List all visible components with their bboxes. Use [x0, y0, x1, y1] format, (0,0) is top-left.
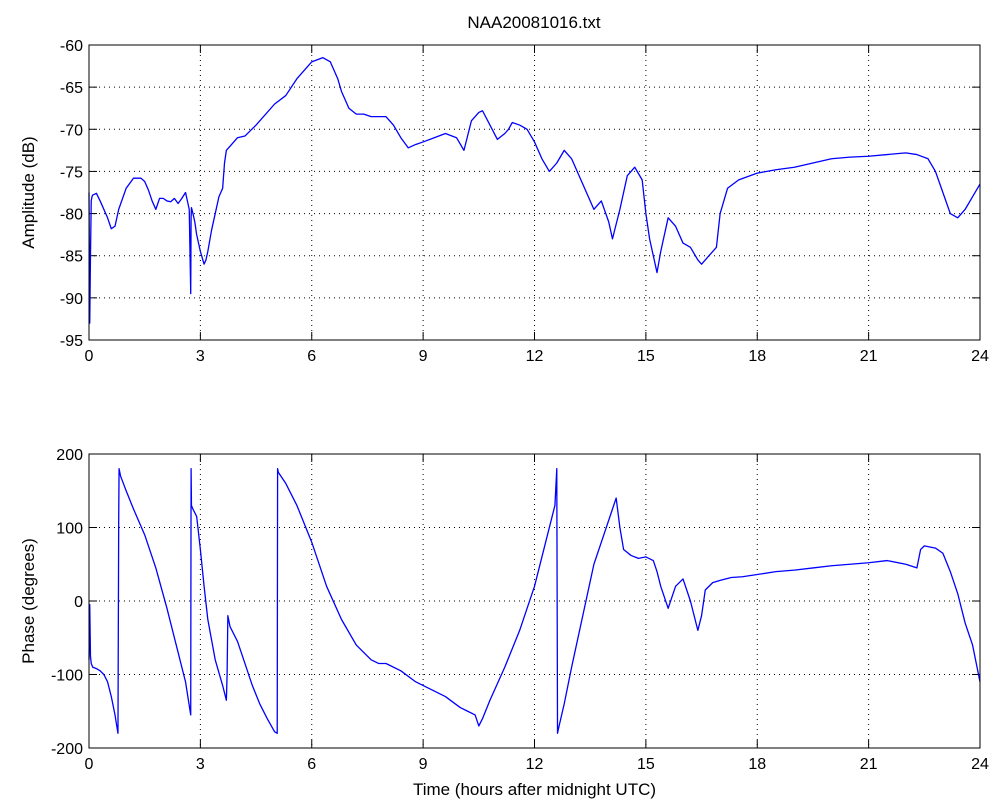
- phase-x-tick-label: 21: [860, 756, 878, 773]
- phase-x-axis-label: Time (hours after midnight UTC): [413, 780, 656, 799]
- amplitude-axes-frame: [88, 44, 981, 341]
- amplitude-y-axis-label: Amplitude (dB): [19, 136, 38, 248]
- amplitude-series-line: [88, 56, 981, 324]
- amplitude-x-tick-label: 9: [419, 348, 428, 365]
- amplitude-y-tick-label: -85: [60, 249, 83, 266]
- phase-x-tick-label: 9: [419, 756, 428, 773]
- phase-series-line: [88, 468, 981, 734]
- phase-y-tick-label: 0: [74, 594, 83, 611]
- phase-axes-frame: [88, 453, 981, 749]
- amplitude-y-tick-label: -60: [60, 38, 83, 55]
- phase-y-tick-label: -200: [51, 741, 83, 758]
- amplitude-y-tick-label: -80: [60, 207, 83, 224]
- phase-y-axis-label: Phase (degrees): [19, 538, 38, 664]
- chart-title: NAA20081016.txt: [467, 13, 601, 32]
- phase-x-tick-label: 24: [971, 756, 989, 773]
- amplitude-x-tick-label: 21: [860, 348, 878, 365]
- phase-y-tick-label: -100: [51, 668, 83, 685]
- phase-x-tick-label: 15: [637, 756, 655, 773]
- amplitude-x-tick-label: 3: [196, 348, 205, 365]
- phase-x-tick-label: 3: [196, 756, 205, 773]
- amplitude-x-tick-label: 0: [85, 348, 94, 365]
- phase-x-tick-label: 12: [526, 756, 544, 773]
- phase-x-tick-label: 0: [85, 756, 94, 773]
- amplitude-x-tick-label: 15: [637, 348, 655, 365]
- amplitude-x-tick-label: 6: [307, 348, 316, 365]
- amplitude-y-tick-label: -90: [60, 291, 83, 308]
- amplitude-x-tick-label: 24: [971, 348, 989, 365]
- amplitude-x-tick-label: 18: [748, 348, 766, 365]
- phase-y-tick-label: 200: [56, 447, 83, 464]
- amplitude-y-tick-label: -75: [60, 164, 83, 181]
- phase-x-tick-label: 18: [748, 756, 766, 773]
- amplitude-y-tick-label: -70: [60, 122, 83, 139]
- phase-y-tick-label: 100: [56, 521, 83, 538]
- amplitude-x-tick-label: 12: [526, 348, 544, 365]
- phase-x-tick-label: 6: [307, 756, 316, 773]
- phase-axes: 0 3 6 9 12 15 18 21 24 200 100 0 -100 -200 Phase (degr…: [19, 447, 989, 799]
- amplitude-y-tick-label: -95: [60, 333, 83, 350]
- amplitude-y-tick-label: -65: [60, 80, 83, 97]
- amplitude-axes: 0 3 6 9 12 15 18 21 24 -60 -65 -70 -75 -80 -85 -90 -95 Am…: [19, 38, 989, 365]
